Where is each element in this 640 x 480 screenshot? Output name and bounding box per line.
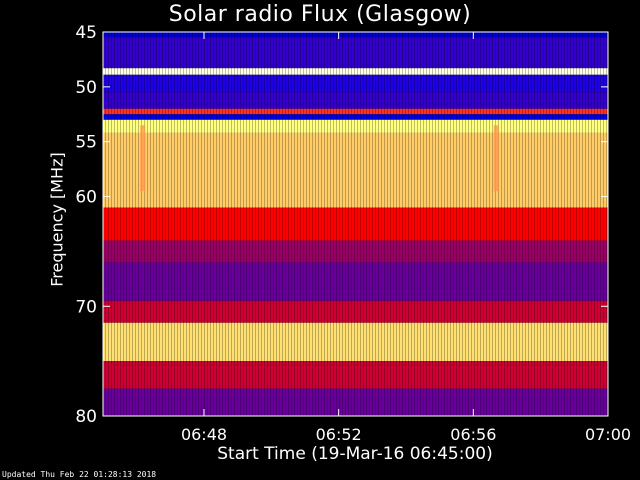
frequency-band	[103, 361, 608, 389]
burst-marker	[493, 125, 499, 192]
frequency-band	[103, 32, 608, 38]
frequency-band	[103, 240, 608, 263]
y-tick-label: 60	[75, 188, 97, 208]
frequency-band	[103, 119, 608, 133]
burst-markers	[140, 125, 499, 192]
frequency-band	[103, 114, 608, 120]
frequency-band	[103, 388, 608, 416]
x-axis-label: Start Time (19-Mar-16 06:45:00)	[217, 444, 493, 464]
x-tick-label: 06:52	[316, 425, 362, 444]
frequency-band	[103, 132, 608, 208]
y-tick-label: 45	[75, 23, 97, 43]
y-tick-label: 55	[75, 133, 97, 153]
frequency-band	[103, 92, 608, 109]
x-tick-label: 06:48	[181, 425, 227, 444]
y-tick-label: 50	[75, 78, 97, 98]
burst-marker	[140, 125, 146, 192]
frequency-band	[103, 207, 608, 241]
frequency-band	[103, 74, 608, 93]
axis-ticks: 45 50 55 60 70 80 06:48 06:52 06:56 07:00	[75, 23, 631, 444]
chart-title: Solar radio Flux (Glasgow)	[168, 2, 472, 27]
x-tick-label: 07:00	[585, 425, 631, 444]
y-tick-label: 80	[75, 407, 97, 427]
frequency-band	[103, 68, 608, 75]
y-tick-label: 70	[75, 297, 97, 317]
frequency-band	[103, 262, 608, 301]
update-timestamp: Updated Thu Feb 22 01:28:13 2018	[2, 470, 157, 479]
frequency-bands	[103, 32, 608, 416]
frequency-band	[103, 300, 608, 323]
frequency-band	[103, 37, 608, 69]
plot-frame	[102, 31, 609, 417]
frequency-band	[103, 108, 608, 115]
x-tick-label: 06:56	[450, 425, 496, 444]
frequency-band	[103, 322, 608, 362]
